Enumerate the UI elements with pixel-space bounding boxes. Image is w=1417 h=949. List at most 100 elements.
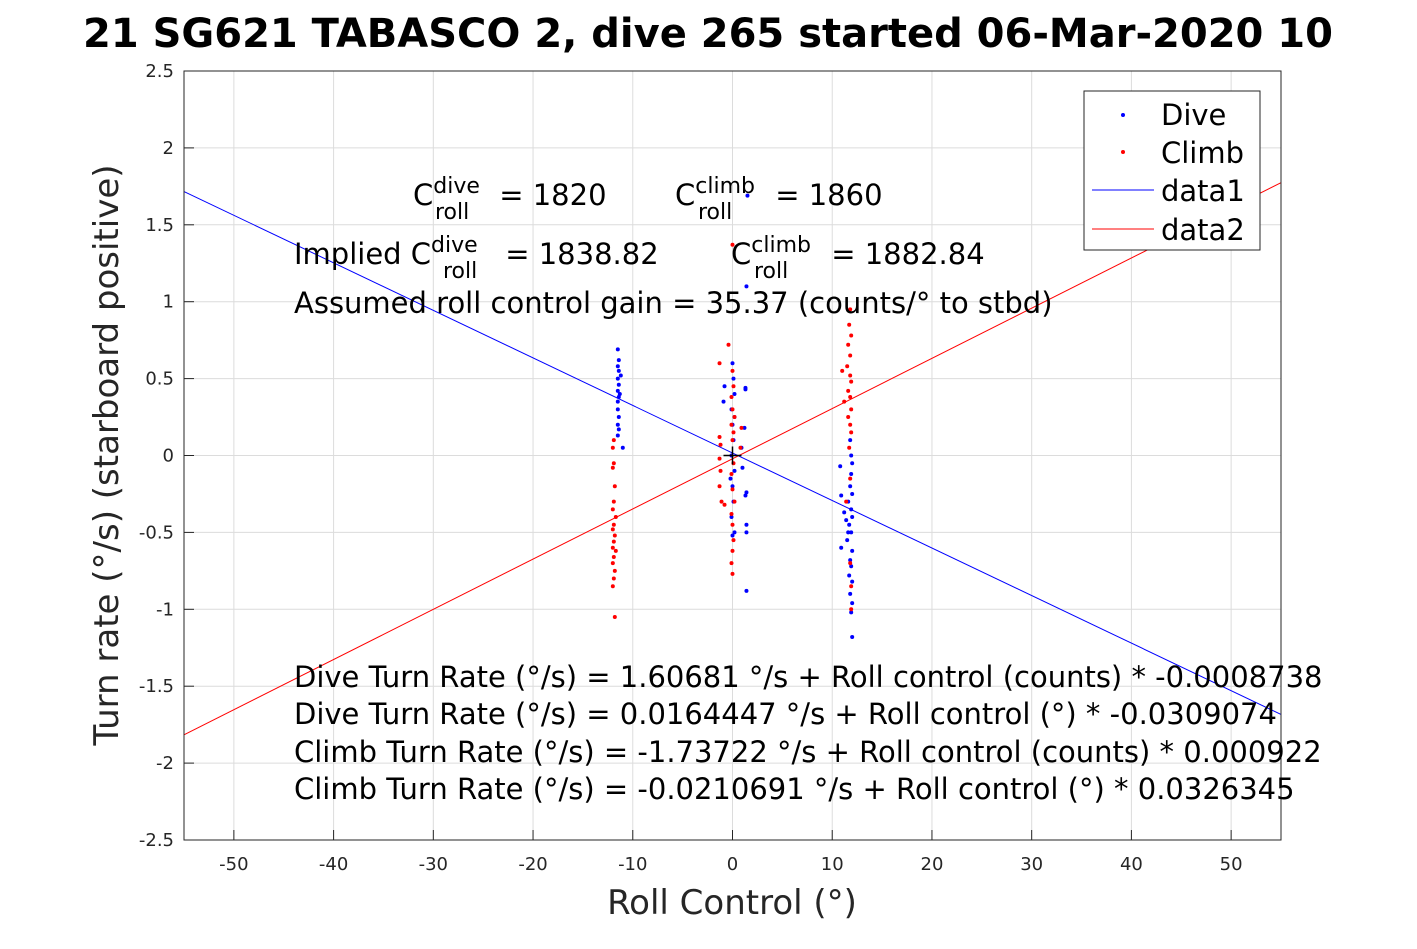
dive-point [742, 425, 747, 430]
climb-point [848, 307, 853, 312]
climb-point [730, 242, 735, 247]
dive-point [743, 387, 748, 392]
annotation-eq4: Climb Turn Rate (°/s) = -0.0210691 °/s +… [294, 772, 1295, 806]
annotation-implied-dive: Implied Cdive roll = 1838.82 [294, 233, 659, 284]
climb-point [729, 561, 734, 566]
dive-point [729, 515, 734, 520]
climb-point [732, 415, 737, 420]
y-tick-label: 0.5 [145, 369, 174, 390]
climb-point [731, 538, 736, 543]
x-tick-label: -40 [319, 854, 348, 875]
climb-point [729, 471, 734, 476]
climb-point [717, 361, 722, 366]
dive-point [848, 438, 853, 443]
y-tick-label: -0.5 [139, 522, 174, 543]
climb-point [848, 353, 853, 358]
x-tick-label: 50 [1220, 854, 1243, 875]
dive-point [744, 588, 749, 593]
dive-point [745, 193, 750, 198]
dive-point [615, 347, 620, 352]
dive-point [744, 522, 749, 527]
annotation-c-climb: Cclimb roll = 1860 [675, 174, 883, 225]
dive-point [744, 530, 749, 535]
climb-point [611, 522, 616, 527]
climb-point [722, 502, 727, 507]
y-tick-label: -1.5 [139, 676, 174, 697]
annotation-eq3: Climb Turn Rate (°/s) = -1.73722 °/s + R… [294, 735, 1322, 769]
climb-point [730, 487, 735, 492]
dive-point [616, 358, 621, 363]
dive-point [743, 493, 748, 498]
x-tick-label: 40 [1120, 854, 1143, 875]
climb-point [731, 430, 736, 435]
climb-point [729, 395, 734, 400]
climb-point [849, 607, 854, 612]
dive-point [850, 634, 855, 639]
climb-point [612, 614, 617, 619]
dive-point [732, 468, 737, 473]
dive-point [620, 445, 625, 450]
climb-point [612, 533, 617, 538]
dive-point [848, 591, 853, 596]
climb-point [611, 576, 616, 581]
climb-point [849, 407, 854, 412]
climb-point [717, 484, 722, 489]
x-tick-label: -30 [419, 854, 448, 875]
climb-point [845, 364, 850, 369]
dive-point [615, 407, 620, 412]
climb-point [844, 499, 849, 504]
climb-point [718, 468, 723, 473]
dive-point [615, 422, 620, 427]
climb-point [849, 584, 854, 589]
annotation-c-dive: Cdive roll = 1820 [413, 174, 607, 225]
dive-point [616, 415, 621, 420]
climb-point [847, 445, 852, 450]
legend-dive-marker [1121, 113, 1125, 117]
x-tick-label: 10 [821, 854, 844, 875]
y-tick-label: 1 [163, 292, 174, 313]
climb-point [730, 522, 735, 527]
climb-point [717, 435, 722, 440]
climb-point [849, 430, 854, 435]
y-tick-label: 0 [163, 446, 174, 467]
y-tick-label: 1.5 [145, 215, 174, 236]
climb-point [738, 445, 743, 450]
dive-point [730, 533, 735, 538]
climb-point [846, 415, 851, 420]
dive-point [849, 471, 854, 476]
dive-point [728, 476, 733, 481]
dive-point [722, 384, 727, 389]
climb-point [731, 384, 736, 389]
dive-point [849, 564, 854, 569]
dive-point [838, 464, 843, 469]
climb-point [848, 422, 853, 427]
dive-point [850, 548, 855, 553]
dive-point [849, 453, 854, 458]
y-tick-label: 2 [163, 138, 174, 159]
climb-point [849, 379, 854, 384]
climb-point [729, 511, 734, 516]
dive-point [850, 579, 855, 584]
dive-point [839, 493, 844, 498]
plot-frame [183, 70, 1282, 841]
dive-point [850, 491, 855, 496]
dive-point [744, 490, 749, 495]
climb-point [848, 395, 853, 400]
dive-point [732, 530, 737, 535]
legend-box [1083, 90, 1261, 251]
annotation-eq2: Dive Turn Rate (°/s) = 0.0164447 °/s + R… [294, 697, 1277, 731]
climb-point [610, 507, 615, 512]
x-tick-label: 20 [921, 854, 944, 875]
scatter-points [610, 193, 855, 639]
climb-point [611, 555, 616, 560]
climb-point [726, 342, 731, 347]
y-tick-label: -1 [156, 599, 174, 620]
dive-point [850, 461, 855, 466]
y-tick-label: 2.5 [145, 61, 174, 82]
y-axis-label: Turn rate (°/s) (starboard positive) [87, 164, 127, 746]
dive-point [849, 530, 854, 535]
dive-point [616, 427, 621, 432]
dive-point [730, 361, 735, 366]
dive-point [848, 558, 853, 563]
